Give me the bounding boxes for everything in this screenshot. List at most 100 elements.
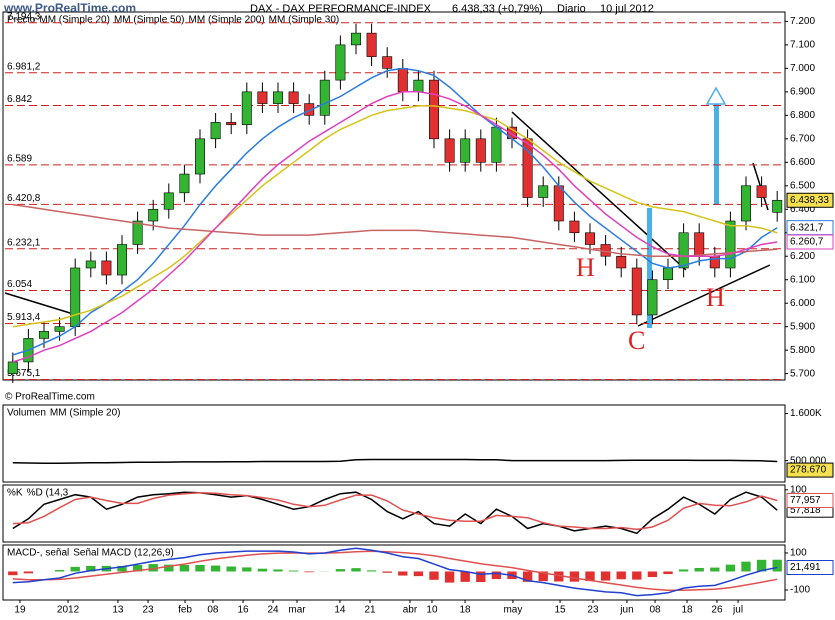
legend-entry: MM (Simple 20) bbox=[39, 15, 110, 26]
panel bbox=[2, 404, 786, 483]
last-value-label: 21,491 bbox=[790, 562, 821, 573]
bar bbox=[413, 571, 424, 577]
trend-line bbox=[637, 264, 771, 327]
legend-entry: %D (14,3 bbox=[27, 488, 69, 499]
candle-body bbox=[304, 103, 315, 116]
last-value-label: 6.321,7 bbox=[790, 222, 824, 233]
date: 10 jul 2012 bbox=[600, 3, 654, 15]
bar bbox=[616, 571, 626, 580]
bar bbox=[226, 566, 236, 572]
candle-body bbox=[117, 244, 127, 276]
bar bbox=[694, 567, 704, 572]
annotation: C bbox=[628, 326, 645, 355]
last-value-label: 6.438,33 bbox=[790, 195, 829, 206]
line-series bbox=[12, 491, 778, 535]
level-label: 7.194,3 bbox=[7, 11, 41, 22]
bar bbox=[366, 570, 377, 572]
logo: www.ProRealTime.com bbox=[3, 1, 136, 15]
level-label: 6.842 bbox=[7, 94, 32, 105]
bar bbox=[429, 571, 439, 580]
candle-body bbox=[397, 68, 408, 93]
copyright: © ProRealTime.com bbox=[5, 392, 95, 403]
panel bbox=[2, 484, 786, 543]
y-tick-label: 6.800 bbox=[790, 110, 815, 121]
candle-body bbox=[585, 232, 595, 245]
bar bbox=[288, 570, 299, 572]
level-label: 6.054 bbox=[7, 279, 32, 290]
candle-body bbox=[195, 138, 205, 175]
x-tick-label: 10 bbox=[426, 605, 438, 616]
y-tick-label: 6.400 bbox=[790, 204, 815, 215]
panel bbox=[2, 11, 786, 381]
period: Diario bbox=[557, 3, 586, 15]
level-label: 5.913,4 bbox=[7, 312, 41, 323]
x-tick-label: 23 bbox=[142, 605, 154, 616]
candle-body bbox=[663, 267, 673, 281]
x-tick-label: 18 bbox=[459, 605, 471, 616]
bar bbox=[242, 567, 252, 572]
legend-entry: Señal MACD (12,26,9) bbox=[73, 548, 174, 559]
candle-body bbox=[631, 267, 642, 316]
y-tick-label: 5.800 bbox=[790, 345, 815, 356]
y-tick-label: 500.000 bbox=[790, 455, 827, 466]
bar bbox=[117, 565, 127, 572]
candle-body bbox=[460, 138, 471, 163]
x-tick-label: abr bbox=[403, 605, 418, 616]
candle-body bbox=[335, 44, 346, 81]
y-tick-label: 5.700 bbox=[790, 368, 815, 379]
level-label: 5.675,1 bbox=[7, 368, 41, 379]
candle-body bbox=[413, 79, 424, 93]
candle-body bbox=[257, 91, 268, 104]
candle-body bbox=[382, 56, 393, 69]
candle-body bbox=[741, 185, 751, 222]
line-series bbox=[12, 203, 778, 257]
bar bbox=[554, 571, 564, 582]
candle-body bbox=[179, 173, 190, 194]
y-tick-label: 6.900 bbox=[790, 86, 815, 97]
candle-body bbox=[7, 361, 18, 374]
y-tick-label: 6.600 bbox=[790, 157, 815, 168]
bar bbox=[70, 566, 80, 572]
last-value-box bbox=[786, 560, 834, 576]
y-tick-label: 5.900 bbox=[790, 321, 815, 332]
bar bbox=[164, 564, 174, 572]
line-series bbox=[12, 67, 778, 356]
bar bbox=[382, 571, 392, 573]
y-tick-label: 100 bbox=[790, 548, 807, 559]
annotation: H bbox=[706, 283, 725, 312]
candle-body bbox=[366, 32, 377, 57]
bar bbox=[538, 571, 548, 582]
bar bbox=[569, 571, 580, 582]
bar bbox=[600, 571, 611, 581]
x-tick-label: 26 bbox=[711, 605, 723, 616]
legend-entry: MM (Simple 20) bbox=[50, 408, 121, 419]
bar bbox=[273, 569, 283, 572]
x-tick-label: 21 bbox=[364, 605, 376, 616]
legend-entry: MACD-, señal bbox=[7, 548, 69, 559]
bar bbox=[476, 571, 486, 583]
legend-entry: MM (Simple 200) bbox=[189, 15, 265, 26]
bar bbox=[398, 571, 408, 576]
y-tick-label: 6.200 bbox=[790, 251, 815, 262]
legend-entry: %K bbox=[7, 488, 23, 499]
bar bbox=[663, 571, 673, 575]
line-series bbox=[12, 491, 778, 531]
trend-line bbox=[511, 111, 687, 271]
x-tick-label: jul bbox=[732, 605, 743, 616]
bar bbox=[725, 564, 736, 572]
legend-entry: Volumen bbox=[7, 408, 46, 419]
x-tick-label: jun bbox=[619, 605, 633, 616]
y-tick-label: 6.500 bbox=[790, 180, 815, 191]
y-tick-label: 7.200 bbox=[790, 16, 815, 27]
bar bbox=[8, 571, 18, 576]
x-tick-label: 24 bbox=[267, 605, 279, 616]
candle-body bbox=[538, 185, 549, 198]
y-tick-label: 6.100 bbox=[790, 274, 815, 285]
candle-body bbox=[54, 326, 65, 332]
bar bbox=[54, 570, 65, 572]
candle-body bbox=[351, 32, 361, 46]
last-value-box bbox=[786, 234, 834, 250]
bar bbox=[132, 565, 143, 572]
bar bbox=[460, 571, 470, 582]
